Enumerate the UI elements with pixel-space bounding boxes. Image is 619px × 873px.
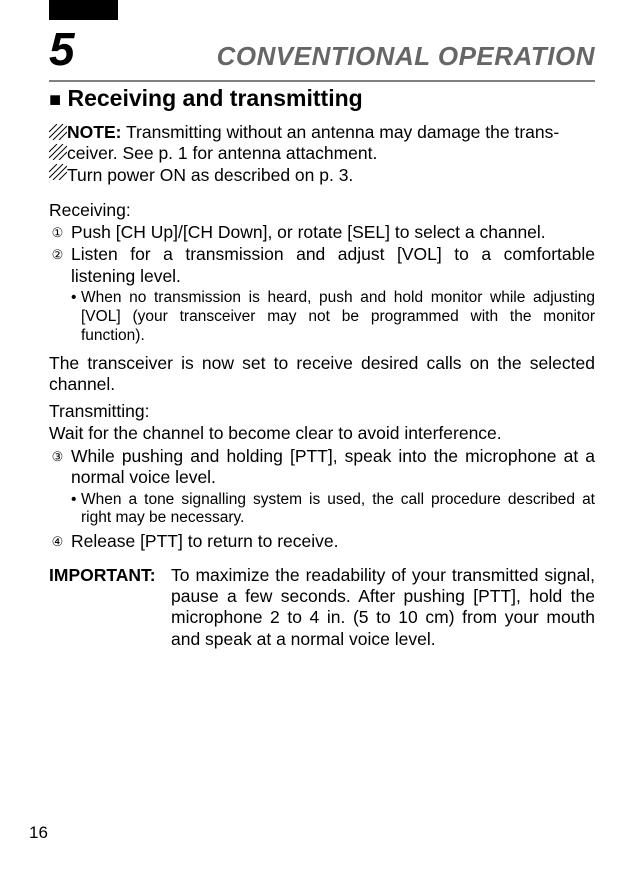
bullet-mark-2: • xyxy=(71,491,81,529)
transmitting-bullet-text: When a tone signalling system is used, t… xyxy=(81,491,595,529)
page-number: 16 xyxy=(29,823,48,843)
chapter-number: 5 xyxy=(49,22,73,76)
receiving-bullet: • When no transmission is heard, push an… xyxy=(71,289,595,346)
important-block: IMPORTANT: To maximize the readability o… xyxy=(49,565,595,650)
important-body: To maximize the readability of your tran… xyxy=(171,565,595,650)
transmitting-bullet: • When a tone signalling system is used,… xyxy=(71,491,595,529)
note-block: NOTE: Transmitting without an antenna ma… xyxy=(49,122,595,186)
step-2: ② Listen for a transmission and adjust [… xyxy=(49,244,595,287)
transmitting-intro: Wait for the channel to become clear to … xyxy=(49,423,595,444)
step-2-number: ② xyxy=(49,247,66,264)
step-2-text: Listen for a transmission and adjust [VO… xyxy=(71,244,595,287)
step-3: ③ While pushing and holding [PTT], speak… xyxy=(49,446,595,489)
step-1-number: ① xyxy=(49,225,66,242)
transmitting-heading: Transmitting: xyxy=(49,401,595,422)
step-3-text: While pushing and holding [PTT], speak i… xyxy=(71,446,595,489)
receiving-heading: Receiving: xyxy=(49,200,595,221)
note-label: NOTE: xyxy=(67,122,121,142)
section-title-text: Receiving and transmitting xyxy=(67,85,362,111)
chapter-header: 5 CONVENTIONAL OPERATION xyxy=(49,22,595,82)
note-line3: Turn power ON as described on p. 3. xyxy=(67,165,353,185)
header-black-tab xyxy=(49,0,118,20)
step-4-text: Release [PTT] to return to receive. xyxy=(71,531,595,552)
note-line1: Transmitting without an antenna may dama… xyxy=(121,122,559,142)
receiving-bullet-text: When no transmission is heard, push and … xyxy=(81,289,595,346)
step-4: ④ Release [PTT] to return to receive. xyxy=(49,531,595,552)
chapter-title: CONVENTIONAL OPERATION xyxy=(97,41,595,72)
receiving-summary: The transceiver is now set to receive de… xyxy=(49,353,595,396)
bullet-mark: • xyxy=(71,289,81,346)
note-text: NOTE: Transmitting without an antenna ma… xyxy=(67,122,559,186)
note-hatch-icon xyxy=(49,122,67,186)
content-area: ■ Receiving and transmitting NOTE: Trans… xyxy=(49,85,595,650)
important-label: IMPORTANT: xyxy=(49,565,171,650)
note-line2: ceiver. See p. 1 for antenna attachment. xyxy=(67,143,377,163)
step-1: ① Push [CH Up]/[CH Down], or rotate [SEL… xyxy=(49,222,595,243)
step-3-number: ③ xyxy=(49,449,66,466)
step-4-number: ④ xyxy=(49,534,66,551)
step-1-text: Push [CH Up]/[CH Down], or rotate [SEL] … xyxy=(71,222,595,243)
section-title: ■ Receiving and transmitting xyxy=(49,85,595,112)
section-square-icon: ■ xyxy=(49,89,61,111)
